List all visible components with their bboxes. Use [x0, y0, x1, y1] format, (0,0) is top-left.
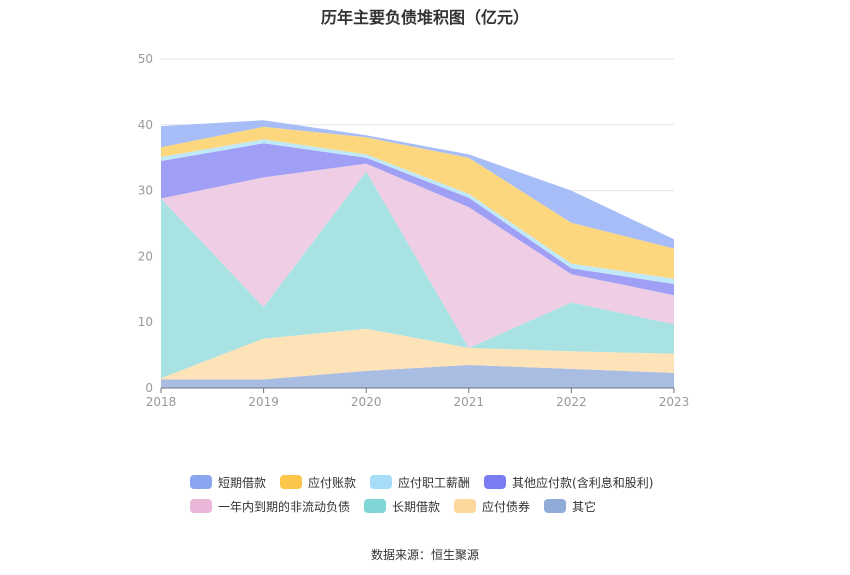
area-series-7	[161, 120, 674, 249]
chart-title: 历年主要负债堆积图（亿元）	[320, 8, 529, 27]
y-tick-label: 0	[145, 381, 153, 395]
legend-label: 短期借款	[218, 475, 267, 490]
legend-swatch	[370, 475, 393, 489]
y-tick-label: 10	[138, 315, 153, 329]
legend-label: 长期借款	[392, 499, 441, 514]
y-tick-label: 50	[138, 52, 153, 66]
x-tick-label: 2020	[351, 395, 382, 409]
area-series-0	[161, 365, 674, 388]
x-tick-label: 2018	[146, 395, 177, 409]
area-series-6	[161, 126, 674, 279]
legend-row: 一年内到期的非流动负债 长期借款 应付债券 其它	[190, 494, 670, 518]
legend-label: 应付债券	[482, 499, 531, 514]
legend-item[interactable]: 应付债券	[454, 498, 530, 515]
legend-item[interactable]: 应付职工薪酬	[370, 474, 470, 491]
legend-item[interactable]: 应付账款	[280, 474, 356, 491]
legend-label: 应付账款	[308, 475, 357, 490]
legend-swatch	[544, 499, 567, 513]
x-tick-label: 2023	[659, 395, 690, 409]
legend-item[interactable]: 其它	[544, 498, 596, 515]
data-source: 数据来源：恒生聚源	[370, 548, 479, 562]
area-series-4	[161, 143, 674, 296]
legend-swatch	[190, 499, 212, 513]
legend-swatch	[364, 499, 387, 513]
legend-label: 应付职工薪酬	[398, 475, 471, 490]
legend-row: 短期借款 应付账款 应付职工薪酬 其他应付款(含利息和股利)	[190, 470, 670, 494]
legend-swatch	[484, 475, 507, 489]
legend-item[interactable]: 一年内到期的非流动负债	[190, 498, 350, 515]
legend-item[interactable]: 短期借款	[190, 474, 266, 491]
x-tick-label: 2021	[454, 395, 485, 409]
x-tick-label: 2022	[556, 395, 587, 409]
area-series-1	[161, 328, 674, 380]
legend-label: 一年内到期的非流动负债	[218, 499, 351, 514]
chart-legend: 短期借款 应付账款 应付职工薪酬 其他应付款(含利息和股利) 一年内到期的非流动负债 长期…	[190, 470, 670, 518]
area-series-5	[161, 139, 674, 284]
area-series-3	[161, 163, 674, 348]
y-tick-label: 20	[138, 249, 153, 263]
x-tick-label: 2019	[248, 395, 279, 409]
legend-swatch	[454, 499, 477, 513]
legend-item[interactable]: 其他应付款(含利息和股利)	[484, 474, 653, 491]
legend-swatch	[190, 475, 212, 489]
y-tick-label: 40	[138, 118, 153, 132]
legend-item[interactable]: 长期借款	[364, 498, 440, 515]
legend-swatch	[280, 475, 303, 489]
y-tick-label: 30	[138, 184, 153, 198]
area-series-2	[161, 171, 674, 379]
legend-label: 其他应付款(含利息和股利)	[512, 475, 654, 490]
legend-label: 其它	[572, 499, 597, 514]
